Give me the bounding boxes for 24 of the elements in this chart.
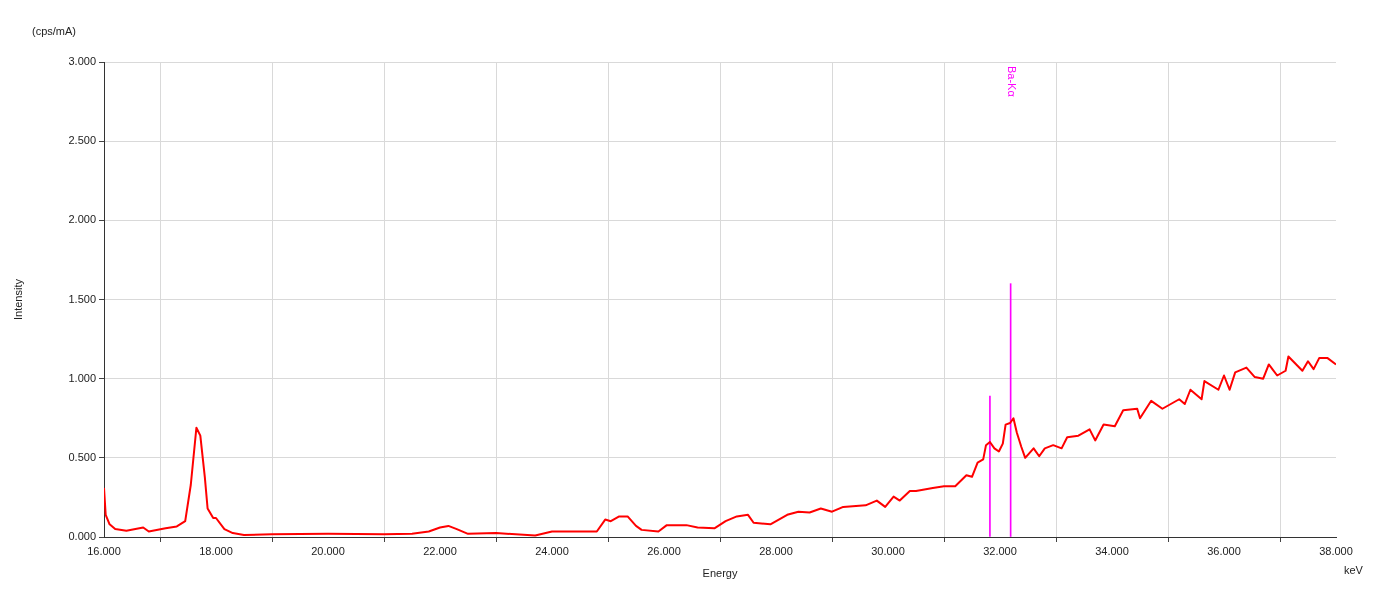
x-tick-label: 18.000 — [199, 544, 233, 557]
y-tick-label: 1.000 — [68, 371, 96, 384]
x-tick-label: 34.000 — [1095, 544, 1129, 557]
x-tick-label: 32.000 — [983, 544, 1017, 557]
y-tick-label: 2.000 — [68, 213, 96, 226]
x-tick-label: 36.000 — [1207, 544, 1241, 557]
x-tick-label: 26.000 — [647, 544, 681, 557]
y-tick-label: 2.500 — [68, 134, 96, 147]
y-axis-title: Intensity — [11, 278, 24, 320]
x-tick-label: 24.000 — [535, 544, 569, 557]
x-axis-title: Energy — [702, 567, 738, 580]
x-tick-label: 38.000 — [1319, 544, 1353, 557]
x-tick-label: 28.000 — [759, 544, 793, 557]
y-tick-label: 0.000 — [68, 530, 96, 543]
annotation: Ba-Kα — [1005, 66, 1018, 98]
x-tick-label: 20.000 — [311, 544, 345, 557]
y-tick-label: 0.500 — [68, 450, 96, 463]
text: keV — [1344, 564, 1364, 577]
x-tick-label: 22.000 — [423, 544, 457, 557]
y-tick-label: 3.000 — [68, 55, 96, 68]
x-tick-label: 16.000 — [87, 544, 121, 557]
text: (cps/mA) — [32, 25, 76, 38]
y-tick-label: 1.500 — [68, 292, 96, 305]
x-tick-label: 30.000 — [871, 544, 905, 557]
